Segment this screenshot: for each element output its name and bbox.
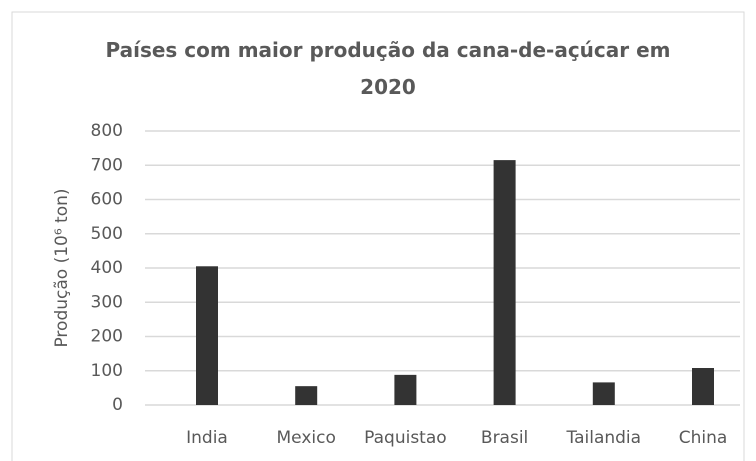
y-axis-label: Produção (10⁶ ton) [52, 188, 72, 347]
bar [394, 374, 417, 405]
y-tick-label: 600 [91, 190, 123, 210]
x-tick-label: Mexico [277, 428, 336, 448]
x-tick-label: Paquistao [364, 428, 447, 448]
y-tick-label: 500 [91, 224, 123, 244]
bar [295, 386, 318, 405]
y-tick-label: 800 [91, 121, 123, 141]
chart-border [11, 11, 745, 461]
bar [493, 160, 516, 405]
bar [692, 368, 714, 405]
x-tick-label: China [679, 428, 728, 448]
y-tick-label: 300 [91, 292, 123, 312]
x-tick-label: Brasil [481, 428, 528, 448]
y-tick-label: 200 [91, 327, 123, 347]
y-tick-label: 0 [112, 395, 123, 415]
y-tick-label: 700 [91, 155, 123, 175]
x-tick-label: India [186, 428, 228, 448]
chart-title: Países com maior produção da cana-de-açú… [105, 38, 671, 99]
bar [196, 266, 218, 405]
y-tick-label: 400 [91, 258, 123, 278]
x-tick-label: Tailandia [566, 428, 642, 448]
bar [592, 382, 615, 405]
y-tick-label: 100 [91, 361, 123, 381]
